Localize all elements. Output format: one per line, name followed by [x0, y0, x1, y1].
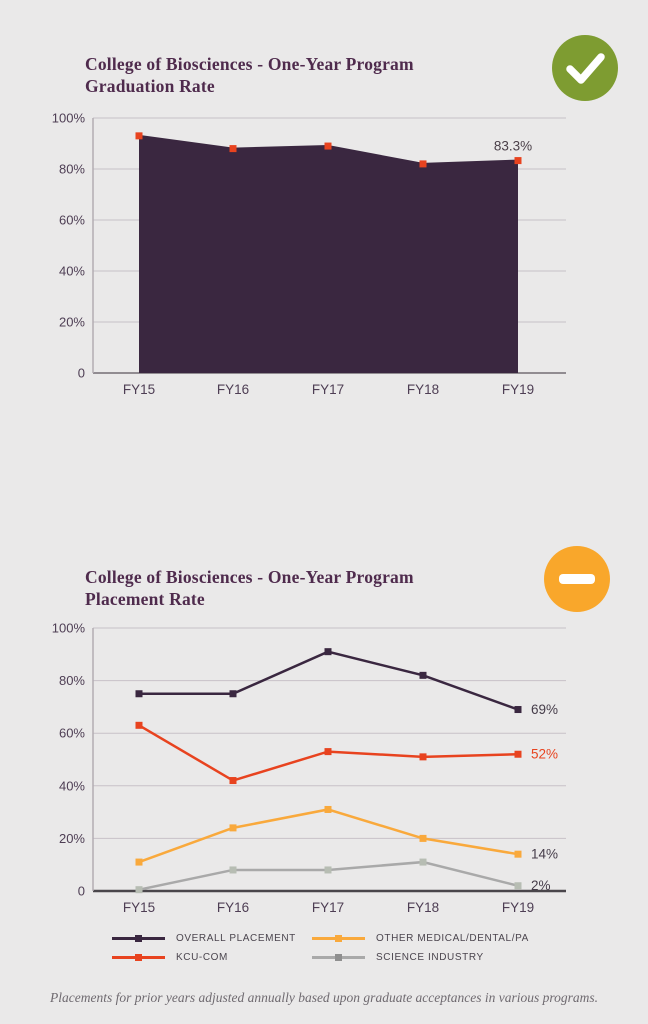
y-tick-label: 80%	[59, 162, 85, 177]
data-marker	[229, 777, 237, 785]
data-marker	[419, 753, 427, 761]
check-circle-svg	[552, 35, 618, 101]
legend-item: KCU-COM	[112, 952, 312, 963]
y-tick-label: 100%	[52, 621, 86, 636]
data-marker	[514, 882, 522, 890]
legend-line-marker-icon	[312, 954, 365, 961]
data-marker	[324, 648, 332, 656]
footnote-text: Placements for prior years adjusted annu…	[49, 990, 599, 1005]
data-marker	[135, 721, 143, 729]
end-value-label: 69%	[531, 702, 558, 717]
data-marker	[514, 157, 522, 165]
series-line	[138, 860, 519, 891]
data-marker	[229, 824, 237, 832]
y-tick-label: 0	[78, 366, 85, 381]
legend-line-marker-icon	[112, 954, 165, 961]
data-marker	[324, 142, 332, 150]
x-tick-label: FY18	[407, 900, 439, 915]
data-marker	[419, 858, 427, 866]
graduation-chart-title: College of Biosciences - One-Year Progra…	[85, 54, 555, 97]
y-tick-label: 40%	[59, 264, 85, 279]
end-value-label: 52%	[531, 747, 558, 762]
check-circle-icon	[552, 35, 618, 101]
y-tick-label: 0	[78, 884, 85, 899]
data-marker	[135, 132, 143, 140]
placement-line-chart: 100% 80% 60% 40% 20% 0 FY15 FY16 FY17 FY18 FY19 69%…	[52, 621, 566, 915]
end-value-label: 83.3%	[494, 139, 532, 154]
legend-item: SCIENCE INDUSTRY	[312, 952, 529, 963]
y-tick-label: 60%	[59, 213, 85, 228]
y-tick-label: 80%	[59, 673, 85, 688]
x-tick-label: FY17	[312, 382, 344, 397]
data-marker	[514, 706, 522, 714]
data-marker	[229, 145, 237, 153]
data-marker	[419, 834, 427, 842]
end-value-label: 2%	[531, 878, 551, 893]
legend-item: OTHER MEDICAL/DENTAL/PA	[312, 933, 529, 944]
y-tick-label: 20%	[59, 315, 85, 330]
data-marker	[419, 160, 427, 168]
placement-chart-title: College of Biosciences - One-Year Progra…	[85, 567, 555, 610]
data-marker	[135, 858, 143, 866]
y-tick-label: 40%	[59, 778, 85, 793]
graduation-title-line2: Graduation Rate	[85, 75, 215, 96]
series-line	[138, 808, 519, 864]
data-marker	[324, 805, 332, 813]
data-marker	[229, 866, 237, 874]
x-tick-label: FY19	[502, 382, 534, 397]
data-marker	[419, 671, 427, 679]
data-marker	[514, 850, 522, 858]
minus-circle-icon	[544, 546, 610, 612]
placement-title-line2: Placement Rate	[85, 588, 205, 609]
y-tick-label: 100%	[52, 111, 86, 126]
legend-label: SCIENCE INDUSTRY	[376, 952, 484, 963]
graduation-title-line1: College of Biosciences - One-Year Progra…	[85, 54, 414, 74]
area-fill	[139, 135, 518, 373]
data-marker	[324, 866, 332, 874]
x-tick-label: FY16	[217, 900, 249, 915]
legend-line-marker-icon	[312, 935, 365, 942]
y-tick-label: 60%	[59, 726, 85, 741]
x-tick-label: FY15	[123, 382, 155, 397]
data-marker	[135, 690, 143, 698]
legend-item: OVERALL PLACEMENT	[112, 933, 312, 944]
minus-circle-svg	[544, 546, 610, 612]
data-marker	[135, 886, 143, 894]
legend-label: KCU-COM	[176, 952, 228, 963]
legend-label: OVERALL PLACEMENT	[176, 933, 296, 944]
data-marker	[514, 750, 522, 758]
data-marker	[229, 690, 237, 698]
data-marker	[324, 748, 332, 756]
x-tick-label: FY17	[312, 900, 344, 915]
x-tick-label: FY18	[407, 382, 439, 397]
x-tick-label: FY19	[502, 900, 534, 915]
legend-label: OTHER MEDICAL/DENTAL/PA	[376, 933, 529, 944]
placement-chart-legend: OVERALL PLACEMENT OTHER MEDICAL/DENTAL/PA…	[112, 933, 529, 963]
legend-line-marker-icon	[112, 935, 165, 942]
y-tick-label: 20%	[59, 831, 85, 846]
end-value-label: 14%	[531, 847, 558, 862]
x-tick-label: FY15	[123, 900, 155, 915]
x-tick-label: FY16	[217, 382, 249, 397]
graduation-area-chart: 100% 80% 60% 40% 20% 0 FY15 FY16 FY17 FY18 FY19 83.…	[52, 111, 566, 397]
placement-title-line1: College of Biosciences - One-Year Progra…	[85, 567, 414, 587]
